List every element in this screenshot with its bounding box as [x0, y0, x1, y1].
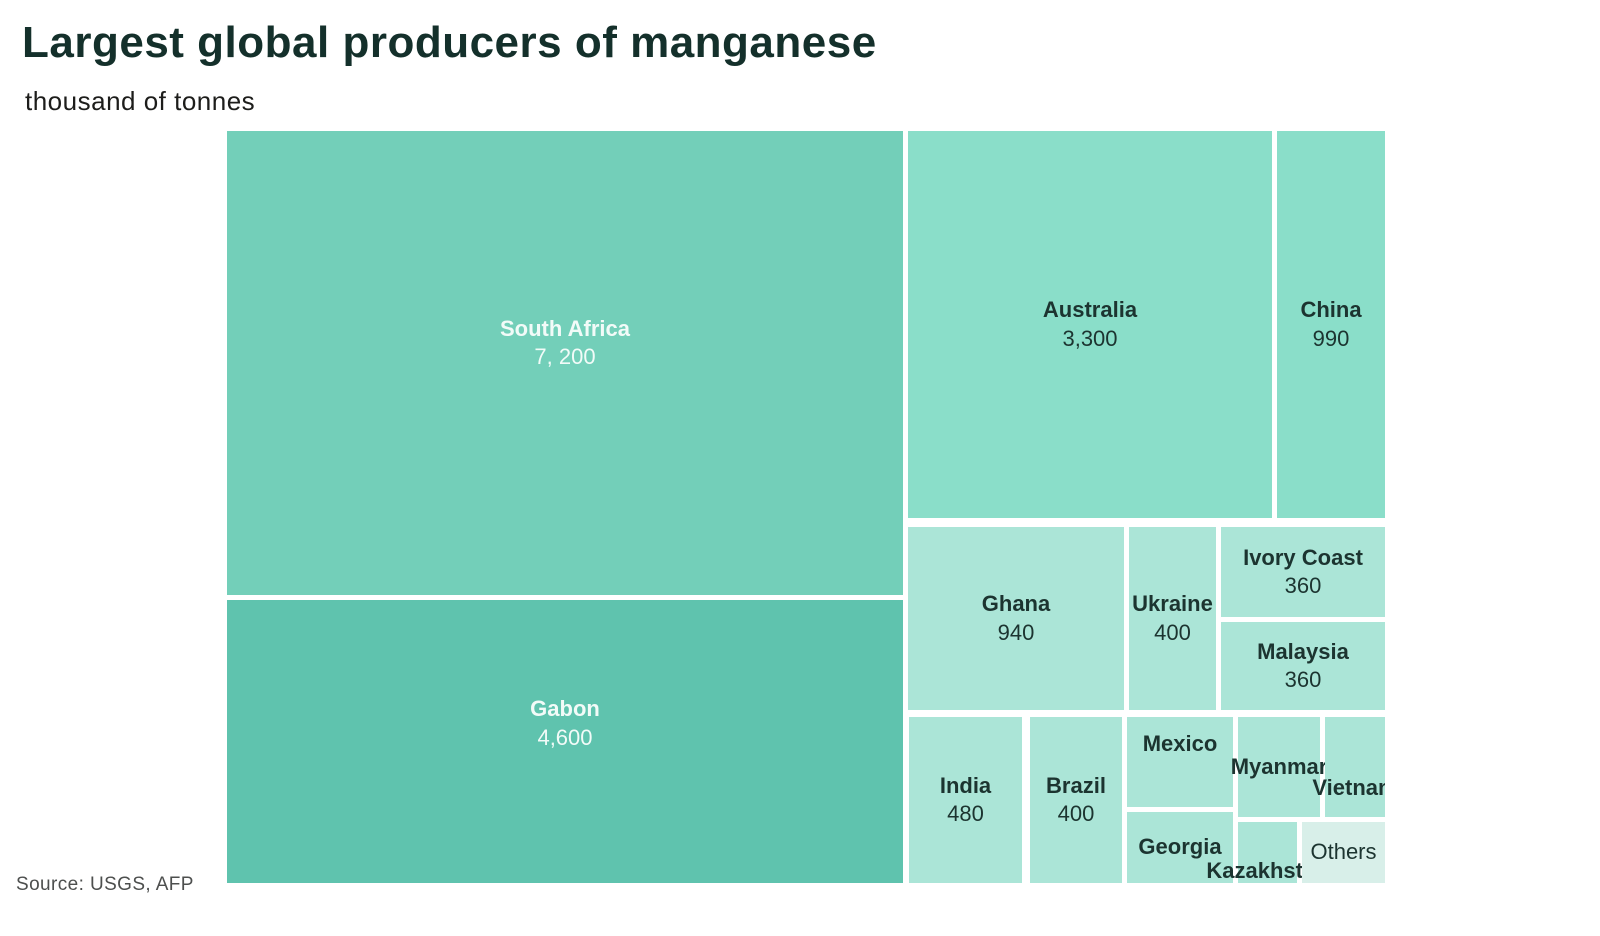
treemap-cell-mexico: Mexico [1127, 717, 1233, 807]
treemap-cell-georgia: Georgia [1127, 812, 1233, 883]
cell-label: Georgia [1138, 834, 1222, 860]
cell-label: Myanmar [1230, 753, 1328, 779]
source-note: Source: USGS, AFP [16, 874, 194, 895]
cell-label: Kazakhstan [1206, 857, 1329, 883]
treemap-cell-gabon: Gabon 4,600 [227, 600, 903, 883]
cell-label: Brazil 400 [1046, 772, 1106, 826]
treemap-cell-india: India 480 [909, 717, 1022, 883]
treemap-cell-myanmar: Myanmar [1231, 717, 1327, 817]
treemap-cell-south-africa: South Africa 7, 200 [227, 131, 903, 595]
treemap-cell-ukraine: Ukraine 400 [1129, 527, 1216, 710]
treemap-cell-malaysia: Malaysia 360 [1221, 622, 1385, 710]
cell-label: Vietnam [1312, 774, 1385, 800]
cell-label: Australia 3,300 [1042, 297, 1138, 351]
cell-label: Mexico [1142, 730, 1218, 756]
treemap-cell-brazil: Brazil 400 [1030, 717, 1122, 883]
treemap-chart: South Africa 7, 200 Gabon 4,600 Australi… [227, 131, 1385, 883]
page-subtitle: thousand of tonnes [25, 86, 256, 116]
cell-label: Malaysia 360 [1257, 638, 1349, 692]
cell-label: India 480 [939, 772, 992, 826]
cell-label: China 990 [1300, 297, 1362, 351]
cell-label: Ivory Coast 360 [1243, 544, 1363, 598]
treemap-cell-china: China 990 [1277, 131, 1385, 518]
treemap-cell-ivory-coast: Ivory Coast 360 [1221, 527, 1385, 617]
treemap-cell-others: Others [1302, 822, 1385, 883]
page-title: Largest global producers of manganese [22, 18, 877, 67]
cell-label: South Africa 7, 200 [500, 315, 630, 369]
treemap-cell-kazakhstan: Kazakhstan [1206, 822, 1329, 883]
treemap-cell-ghana: Ghana 940 [908, 527, 1124, 710]
cell-label: Gabon 4,600 [530, 696, 600, 750]
cell-label: Others [1310, 839, 1377, 865]
treemap-cell-vietnam: Vietnam [1312, 717, 1385, 817]
cell-label: Ukraine 400 [1132, 591, 1213, 645]
cell-label: Ghana 940 [981, 591, 1051, 645]
treemap-cell-australia: Australia 3,300 [908, 131, 1272, 518]
